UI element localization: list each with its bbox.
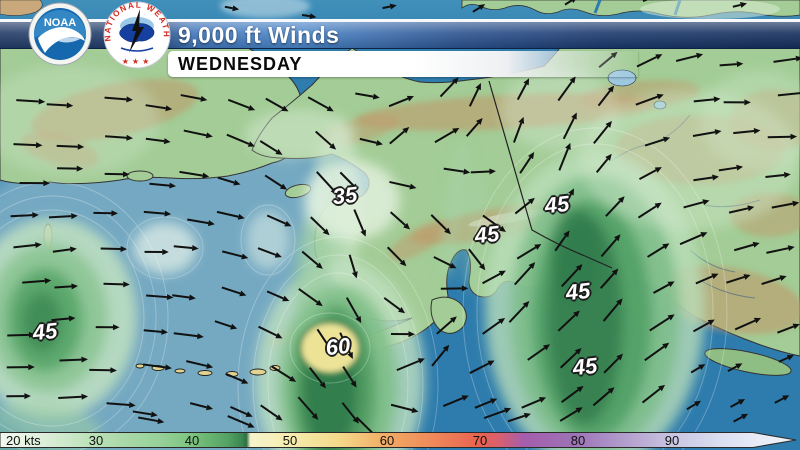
svg-text:NOAA: NOAA xyxy=(44,17,76,29)
svg-text:★★★: ★★★ xyxy=(122,57,153,66)
land-vancouver-island xyxy=(704,348,792,376)
legend-tick-label: 90 xyxy=(664,433,680,448)
noaa-logo: NOAA xyxy=(28,2,92,66)
legend-tick-label: 60 xyxy=(379,433,395,448)
noaa-gull-icon xyxy=(38,27,85,53)
land-kodiak-island xyxy=(430,296,467,334)
wind-speed-label: 60 xyxy=(324,332,352,361)
wind-speed-label: 45 xyxy=(564,277,592,306)
legend-tick-label: 50 xyxy=(282,433,298,448)
wind-speed-label: 45 xyxy=(543,190,571,219)
header-top-line xyxy=(0,19,800,22)
wind-arrow-field xyxy=(6,0,800,439)
legend-tick-label: 80 xyxy=(570,433,586,448)
lightning-bolt-icon xyxy=(129,9,144,53)
day-bar xyxy=(168,51,638,77)
map-title: 9,000 ft Winds xyxy=(178,22,340,48)
wind-speed-label: 45 xyxy=(473,220,501,249)
day-label: WEDNESDAY xyxy=(178,54,303,74)
wind-speed-label: 35 xyxy=(331,181,359,210)
legend-tick-label: 70 xyxy=(472,433,488,448)
legend-bar xyxy=(0,432,797,448)
legend-tick-label: 40 xyxy=(184,433,200,448)
legend-tick-label: 30 xyxy=(88,433,104,448)
wind-speed-label: 45 xyxy=(31,317,59,346)
wind-speed-label: 45 xyxy=(571,352,599,381)
nws-logo: NATIONAL WEATHER SERVICE ★★★ xyxy=(103,1,171,69)
legend-unit-label: 20 kts xyxy=(6,433,41,448)
